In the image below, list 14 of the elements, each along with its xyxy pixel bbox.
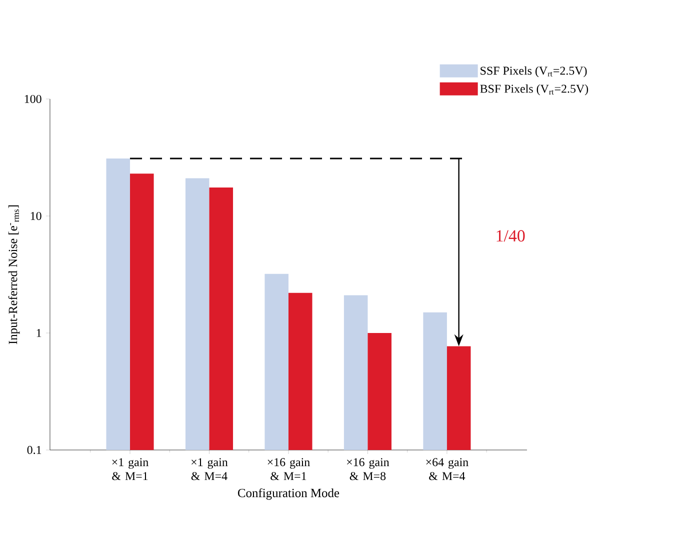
y-tick-label: 0.1: [27, 446, 42, 454]
x-tick-label: ×1 gain & M=1: [112, 458, 148, 480]
x-tick-label: ×16 gain & M=1: [268, 458, 310, 480]
x-tick-label: ×64 gain & M=4: [426, 458, 468, 480]
x-axis-title: Configuration Mode: [238, 488, 340, 500]
y-axis-title: Input-Referred Noise [e$^{-}$$_{rms}$]: [8, 205, 20, 344]
legend-label: SSF Pixels (V$_{rt}$=2.5V): [480, 66, 587, 78]
x-tick-label: ×16 gain & M=8: [347, 458, 390, 480]
y-tick-label: 1: [36, 329, 42, 337]
x-tick-label: ×1 gain & M=4: [191, 458, 228, 480]
text: 1/40: [496, 230, 525, 242]
y-tick-label: 100: [24, 94, 42, 104]
legend-label: BSF Pixels (V$_{rt}$=2.5V): [480, 84, 588, 96]
y-tick-label: 10: [30, 212, 42, 220]
